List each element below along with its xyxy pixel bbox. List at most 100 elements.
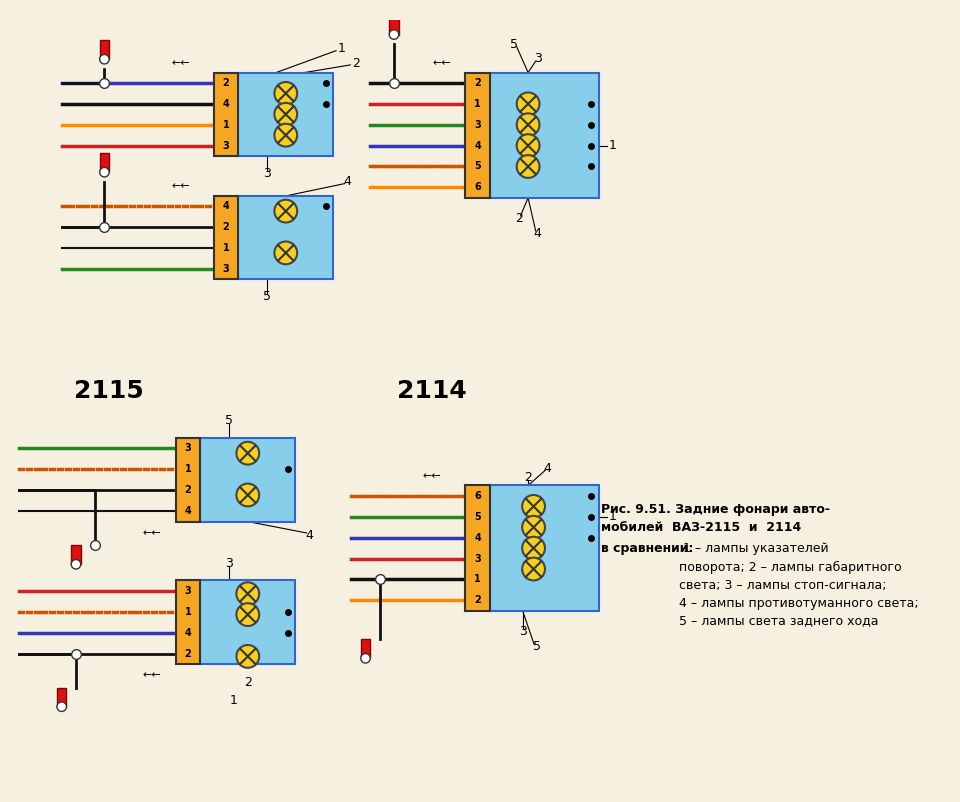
Text: 2: 2: [524, 472, 532, 484]
Circle shape: [361, 654, 371, 663]
Text: 4: 4: [474, 140, 481, 151]
Text: ←←: ←←: [142, 528, 161, 538]
Circle shape: [275, 103, 298, 126]
Text: 4: 4: [223, 99, 229, 109]
Circle shape: [522, 495, 545, 518]
Text: 1: 1: [338, 43, 346, 55]
Text: 1: 1: [184, 464, 191, 474]
Bar: [466, 485, 490, 611]
Text: 4: 4: [344, 175, 351, 188]
Circle shape: [522, 516, 545, 539]
Bar: [57, 688, 66, 707]
Text: 1: 1: [609, 510, 616, 524]
Text: 4: 4: [184, 506, 191, 516]
Circle shape: [236, 484, 259, 506]
Text: 3: 3: [474, 119, 481, 130]
Circle shape: [275, 200, 298, 222]
Text: 3: 3: [223, 264, 229, 274]
Circle shape: [522, 557, 545, 581]
Circle shape: [236, 603, 259, 626]
Circle shape: [275, 241, 298, 265]
Circle shape: [389, 30, 398, 39]
Text: 1: 1: [223, 243, 229, 253]
Circle shape: [275, 124, 298, 147]
Text: ←←: ←←: [171, 58, 190, 68]
Text: ←←: ←←: [432, 58, 451, 68]
Text: 3: 3: [474, 553, 481, 564]
Text: 6: 6: [474, 491, 481, 501]
Bar: [214, 196, 238, 279]
Text: ←←: ←←: [422, 471, 442, 481]
Text: 2: 2: [474, 595, 481, 606]
Text: 2: 2: [184, 649, 191, 658]
Bar: [389, 15, 398, 34]
Text: 6: 6: [474, 182, 481, 192]
Text: 4: 4: [474, 533, 481, 543]
Bar: [176, 438, 201, 521]
Circle shape: [100, 55, 109, 64]
Text: 1: 1: [609, 139, 616, 152]
Circle shape: [516, 113, 540, 136]
Text: 3: 3: [225, 557, 232, 570]
Bar: [71, 545, 81, 565]
Text: 4: 4: [543, 462, 551, 475]
Text: 2: 2: [244, 676, 252, 690]
Circle shape: [516, 155, 540, 178]
Circle shape: [516, 134, 540, 157]
Bar: [490, 485, 599, 611]
Text: 1: 1: [184, 607, 191, 617]
Bar: [176, 581, 201, 664]
Text: 3: 3: [184, 444, 191, 453]
Text: 4: 4: [184, 628, 191, 638]
Text: 1: 1: [223, 119, 229, 130]
Text: 4: 4: [305, 529, 314, 542]
Text: ←←: ←←: [142, 670, 161, 680]
Text: 1: 1: [474, 99, 481, 109]
Circle shape: [522, 537, 545, 560]
Bar: [466, 72, 490, 198]
Bar: [490, 72, 599, 198]
Circle shape: [236, 442, 259, 464]
Text: 2114: 2114: [397, 379, 467, 403]
Bar: [238, 196, 333, 279]
Circle shape: [236, 645, 259, 668]
Text: 3: 3: [263, 167, 271, 180]
Text: 2: 2: [223, 78, 229, 88]
Text: ←←: ←←: [171, 181, 190, 192]
Bar: [361, 639, 371, 658]
Text: 2: 2: [223, 222, 229, 233]
Circle shape: [275, 82, 298, 105]
Text: 3: 3: [518, 626, 527, 638]
Bar: [238, 72, 333, 156]
Text: 2115: 2115: [74, 379, 144, 403]
Text: 2: 2: [184, 485, 191, 496]
Circle shape: [57, 702, 66, 711]
Bar: [214, 72, 238, 156]
Circle shape: [71, 560, 81, 569]
Circle shape: [516, 92, 540, 115]
Bar: [201, 581, 296, 664]
Text: 3: 3: [223, 140, 229, 151]
Bar: [201, 438, 296, 521]
Circle shape: [100, 168, 109, 177]
Text: 5: 5: [474, 512, 481, 522]
Text: 1 – лампы указателей
поворота; 2 – лампы габаритного
света; 3 – лампы стоп-сигна: 1 – лампы указателей поворота; 2 – лампы…: [679, 542, 919, 628]
Text: 5: 5: [474, 161, 481, 172]
Text: 5: 5: [225, 415, 233, 427]
Circle shape: [236, 582, 259, 606]
Text: 4: 4: [223, 201, 229, 212]
Text: 5: 5: [263, 290, 271, 303]
Text: 1: 1: [474, 574, 481, 585]
Text: 4: 4: [534, 228, 541, 241]
Bar: [100, 153, 109, 172]
Text: 3: 3: [534, 52, 541, 65]
Text: 3: 3: [184, 586, 191, 596]
Text: 5: 5: [533, 640, 540, 654]
Text: 1: 1: [229, 694, 237, 707]
Text: Рис. 9.51. Задние фонари авто-
мобилей  ВАЗ-2115  и  2114: Рис. 9.51. Задние фонари авто- мобилей В…: [601, 503, 830, 533]
Text: 2: 2: [352, 56, 360, 70]
Text: 2: 2: [474, 78, 481, 88]
Text: 2: 2: [515, 213, 522, 225]
Bar: [100, 40, 109, 59]
Text: 5: 5: [510, 38, 517, 51]
